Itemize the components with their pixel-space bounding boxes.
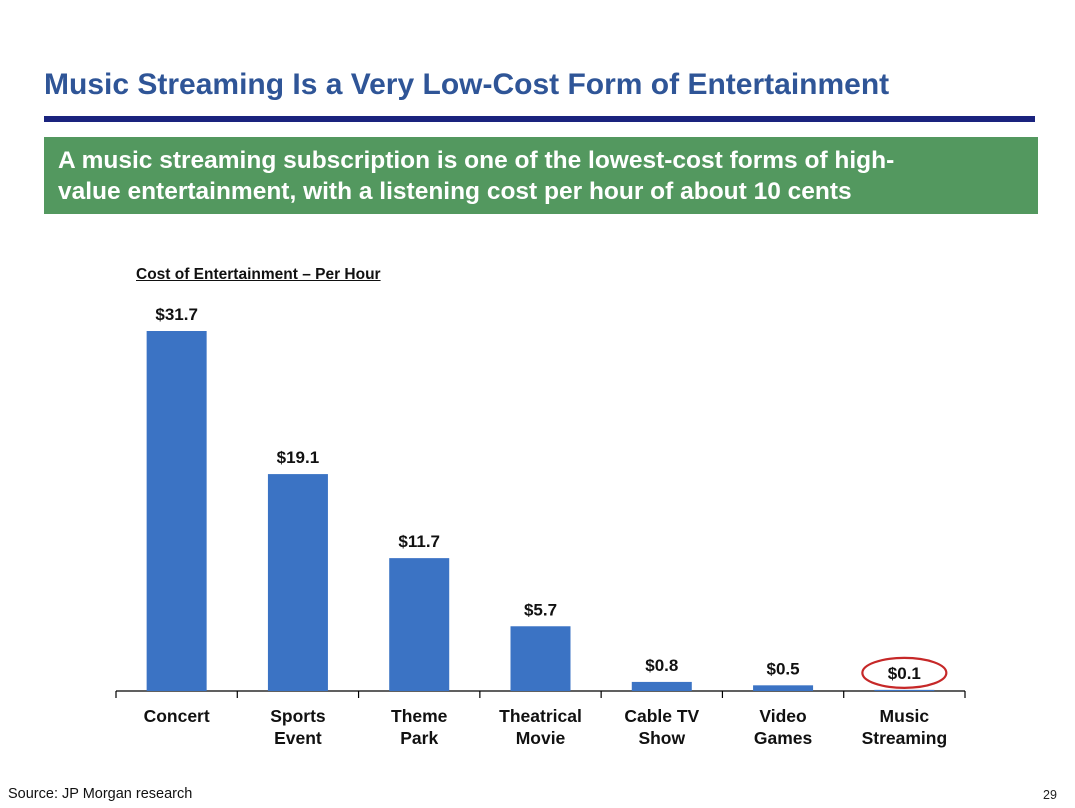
category-label-6-line-0: Music (880, 706, 930, 726)
category-label-1-line-0: Sports (270, 706, 326, 726)
category-label-5-line-1: Games (754, 728, 813, 748)
category-label-1-line-1: Event (274, 728, 322, 748)
highlight-circle (861, 656, 948, 689)
data-label-4: $0.8 (645, 656, 678, 675)
data-label-6: $0.1 (888, 664, 921, 683)
page-number: 29 (1043, 788, 1057, 802)
bar-5 (753, 685, 814, 691)
data-label-1: $19.1 (277, 448, 320, 467)
category-label-3-line-1: Movie (516, 728, 566, 748)
category-label-4-line-0: Cable TV (624, 706, 699, 726)
bar-2 (389, 558, 450, 691)
bar-4 (631, 681, 692, 691)
slide-title: Music Streaming Is a Very Low-Cost Form … (44, 68, 890, 101)
chart-title: Cost of Entertainment – Per Hour (136, 266, 381, 283)
banner-line-1: A music streaming subscription is one of… (58, 147, 895, 174)
category-label-6-line-1: Streaming (862, 728, 948, 748)
source-note: Source: JP Morgan research (8, 786, 193, 802)
bar-6 (874, 689, 935, 691)
data-label-5: $0.5 (767, 659, 800, 678)
data-label-2: $11.7 (398, 532, 440, 551)
category-label-2-line-0: Theme (391, 706, 448, 726)
bar-0 (146, 331, 207, 691)
data-label-3: $5.7 (524, 600, 557, 619)
data-label-0: $31.7 (155, 305, 198, 324)
category-label-2-line-1: Park (400, 728, 438, 748)
category-label-5-line-0: Video (759, 706, 806, 726)
bar-1 (267, 474, 328, 691)
summary-banner: A music streaming subscription is one of… (44, 137, 1038, 214)
banner-line-2: value entertainment, with a listening co… (58, 178, 852, 205)
category-label-0-line-0: Concert (144, 706, 210, 726)
category-label-4-line-1: Show (638, 728, 685, 748)
bar-3 (510, 626, 571, 691)
title-divider (44, 116, 1035, 122)
category-label-3-line-0: Theatrical (499, 706, 582, 726)
